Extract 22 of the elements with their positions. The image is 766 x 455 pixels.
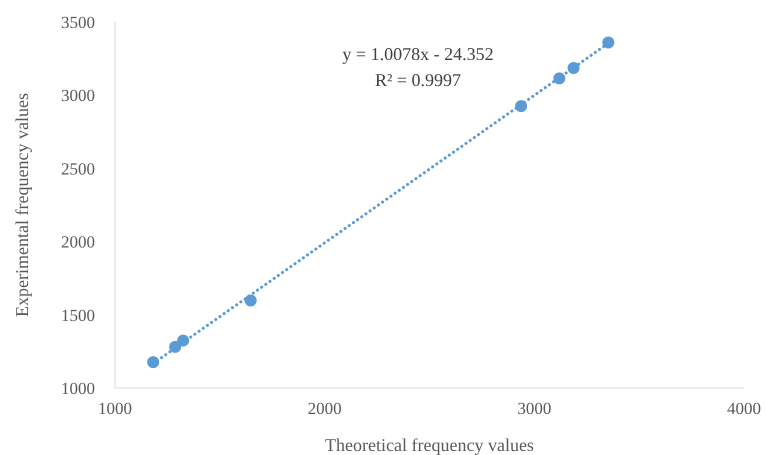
x-tick-label: 3000: [517, 399, 552, 418]
point: [602, 36, 614, 48]
x-axis-title: Theoretical frequency values: [325, 435, 534, 455]
x-tick-label: 1000: [98, 399, 132, 418]
point: [244, 294, 257, 306]
y-tick-label: 3000: [61, 86, 95, 106]
x-tick-label: 2000: [308, 399, 342, 418]
y-tick-label: 2500: [61, 159, 95, 178]
point: [147, 356, 160, 368]
point: [553, 72, 566, 84]
point: [568, 62, 580, 74]
annotation: R² = 0.9997: [374, 70, 462, 90]
point: [515, 100, 528, 112]
y-tick-label: 1000: [61, 378, 95, 398]
y-tick-label: 3500: [61, 12, 95, 32]
annotation: y = 1.0078x - 24.352: [342, 44, 494, 64]
y-tick-label: 1500: [61, 306, 95, 325]
point: [177, 334, 190, 347]
x-tick-label: 4000: [727, 399, 761, 418]
point: [169, 340, 182, 353]
y-tick-label: 2000: [61, 232, 95, 252]
y-axis-title: Experimental frequency values: [12, 93, 32, 317]
